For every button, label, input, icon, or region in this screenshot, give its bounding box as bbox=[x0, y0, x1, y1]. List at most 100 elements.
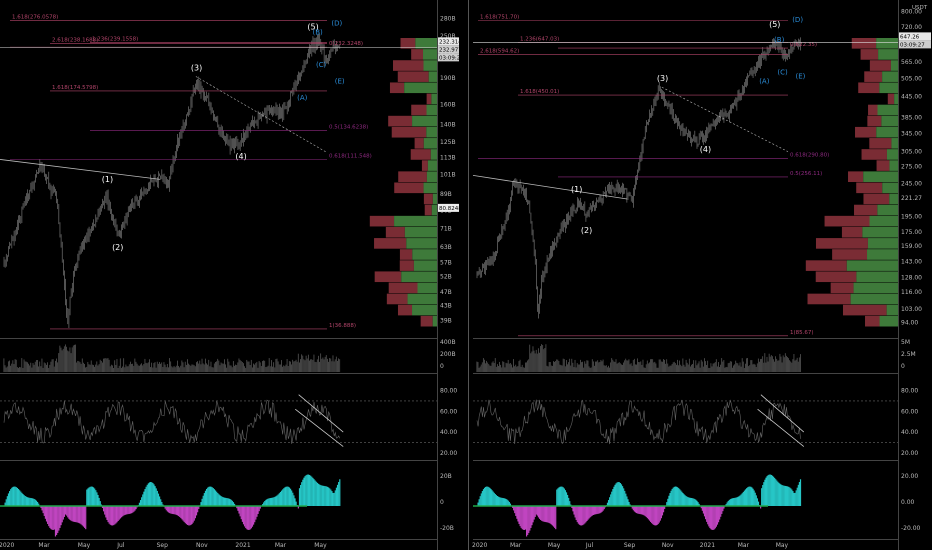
wave-label: (4) bbox=[235, 152, 246, 161]
volume-bar bbox=[614, 361, 616, 372]
volume-bar bbox=[479, 366, 481, 372]
macd-histogram-bar bbox=[689, 497, 692, 506]
macd-histogram-bar bbox=[52, 506, 54, 530]
volume-bar bbox=[759, 361, 760, 372]
macd-histogram-bar bbox=[111, 506, 114, 526]
volume-bar bbox=[567, 364, 568, 372]
volume-bar bbox=[185, 364, 187, 372]
macd-histogram-bar bbox=[568, 497, 570, 506]
macd-histogram-bar bbox=[198, 506, 200, 509]
macd-histogram-bar bbox=[118, 506, 120, 520]
volume-bar bbox=[320, 353, 322, 372]
volume-bar bbox=[512, 367, 513, 372]
macd-histogram-bar bbox=[769, 474, 771, 506]
macd-histogram-bar bbox=[519, 506, 521, 527]
volume-bar bbox=[7, 361, 9, 372]
macd-histogram-bar bbox=[174, 506, 176, 515]
macd-histogram-bar bbox=[721, 506, 723, 514]
price-tag-label: 03:09:29 bbox=[439, 55, 464, 61]
volume-bar bbox=[574, 359, 576, 372]
macd-histogram-bar bbox=[496, 495, 499, 506]
volume-bar bbox=[318, 355, 319, 372]
macd-histogram-bar bbox=[661, 506, 664, 516]
volume-profile-bar-down bbox=[423, 193, 433, 205]
macd-histogram-bar bbox=[40, 506, 42, 508]
volume-bar bbox=[41, 358, 43, 372]
volume-bar bbox=[190, 365, 192, 372]
volume-profile-bar-up bbox=[432, 193, 437, 205]
macd-histogram-bar bbox=[216, 491, 218, 506]
volume-bar bbox=[286, 359, 288, 372]
volume-bar bbox=[243, 363, 244, 372]
fib-level-label: 0(232.3248) bbox=[329, 41, 363, 47]
volume-bar bbox=[697, 363, 699, 372]
macd-histogram-bar bbox=[315, 481, 317, 506]
fib-level-label: 2.618(594.62) bbox=[480, 49, 519, 55]
macd-histogram-bar bbox=[547, 506, 549, 523]
macd-histogram-bar bbox=[167, 506, 170, 513]
volume-bar bbox=[72, 345, 74, 372]
macd-histogram-bar bbox=[499, 497, 501, 506]
macd-histogram-bar bbox=[673, 486, 675, 506]
macd-histogram-bar bbox=[10, 489, 12, 506]
volume-bar bbox=[572, 362, 574, 372]
macd-histogram-bar bbox=[5, 499, 7, 506]
volume-bar bbox=[65, 344, 66, 372]
volume-bar bbox=[783, 357, 785, 372]
volume-bar bbox=[668, 366, 670, 372]
macd-histogram-bar bbox=[119, 506, 122, 519]
volume-bar bbox=[677, 359, 678, 372]
volume-bar bbox=[79, 362, 81, 372]
volume-bar bbox=[492, 361, 494, 372]
macd-histogram-bar bbox=[612, 489, 614, 506]
macd-histogram-bar bbox=[589, 506, 591, 518]
macd-histogram-bar bbox=[225, 497, 227, 506]
volume-bar bbox=[76, 362, 78, 372]
price-tag-label: 647.26 bbox=[900, 34, 920, 40]
macd-histogram-bar bbox=[218, 494, 220, 506]
volume-bar bbox=[598, 362, 600, 372]
volume-profile-bar-down bbox=[854, 204, 878, 216]
price-tick-label: 143.00 bbox=[901, 258, 922, 265]
volume-bar bbox=[183, 367, 185, 372]
volume-profile-bar-up bbox=[428, 71, 437, 82]
volume-bar bbox=[33, 364, 35, 372]
volume-profile-bar-up bbox=[406, 238, 437, 249]
volume-bar bbox=[225, 364, 226, 372]
macd-histogram-bar bbox=[188, 506, 190, 526]
macd-histogram-bar bbox=[744, 489, 747, 506]
volume-bar bbox=[655, 363, 657, 372]
volume-profile-bar-down bbox=[391, 126, 427, 138]
volume-bar bbox=[99, 359, 101, 372]
macd-histogram-bar bbox=[166, 506, 169, 512]
volume-bar bbox=[194, 366, 196, 372]
volume-bar bbox=[87, 361, 89, 372]
macd-histogram-bar bbox=[45, 506, 48, 522]
macd-histogram-bar bbox=[629, 504, 631, 506]
macd-histogram-bar bbox=[98, 497, 100, 506]
price-tick-label: 565.00 bbox=[901, 59, 922, 66]
volume-bar bbox=[138, 365, 140, 372]
volume-bar bbox=[587, 360, 589, 372]
macd-histogram-bar bbox=[63, 506, 66, 517]
volume-bar bbox=[536, 353, 538, 372]
volume-bar bbox=[615, 359, 617, 372]
macd-histogram-bar bbox=[573, 506, 575, 515]
macd-histogram-bar bbox=[64, 506, 67, 515]
macd-histogram-bar bbox=[297, 506, 299, 509]
volume-bar bbox=[331, 361, 333, 372]
macd-histogram-bar bbox=[574, 506, 576, 518]
volume-bar bbox=[110, 364, 112, 372]
volume-bar bbox=[520, 366, 522, 372]
macd-histogram-bar bbox=[620, 484, 623, 506]
volume-bar bbox=[631, 365, 633, 372]
macd-histogram-bar bbox=[543, 506, 545, 522]
volume-bar bbox=[507, 359, 509, 372]
volume-bar bbox=[217, 358, 219, 372]
macd-histogram-bar bbox=[719, 506, 721, 520]
volume-bar bbox=[246, 359, 248, 372]
macd-histogram-bar bbox=[59, 506, 61, 528]
macd-histogram-bar bbox=[323, 485, 325, 506]
macd-histogram-bar bbox=[683, 494, 685, 506]
macd-histogram-bar bbox=[117, 506, 119, 521]
